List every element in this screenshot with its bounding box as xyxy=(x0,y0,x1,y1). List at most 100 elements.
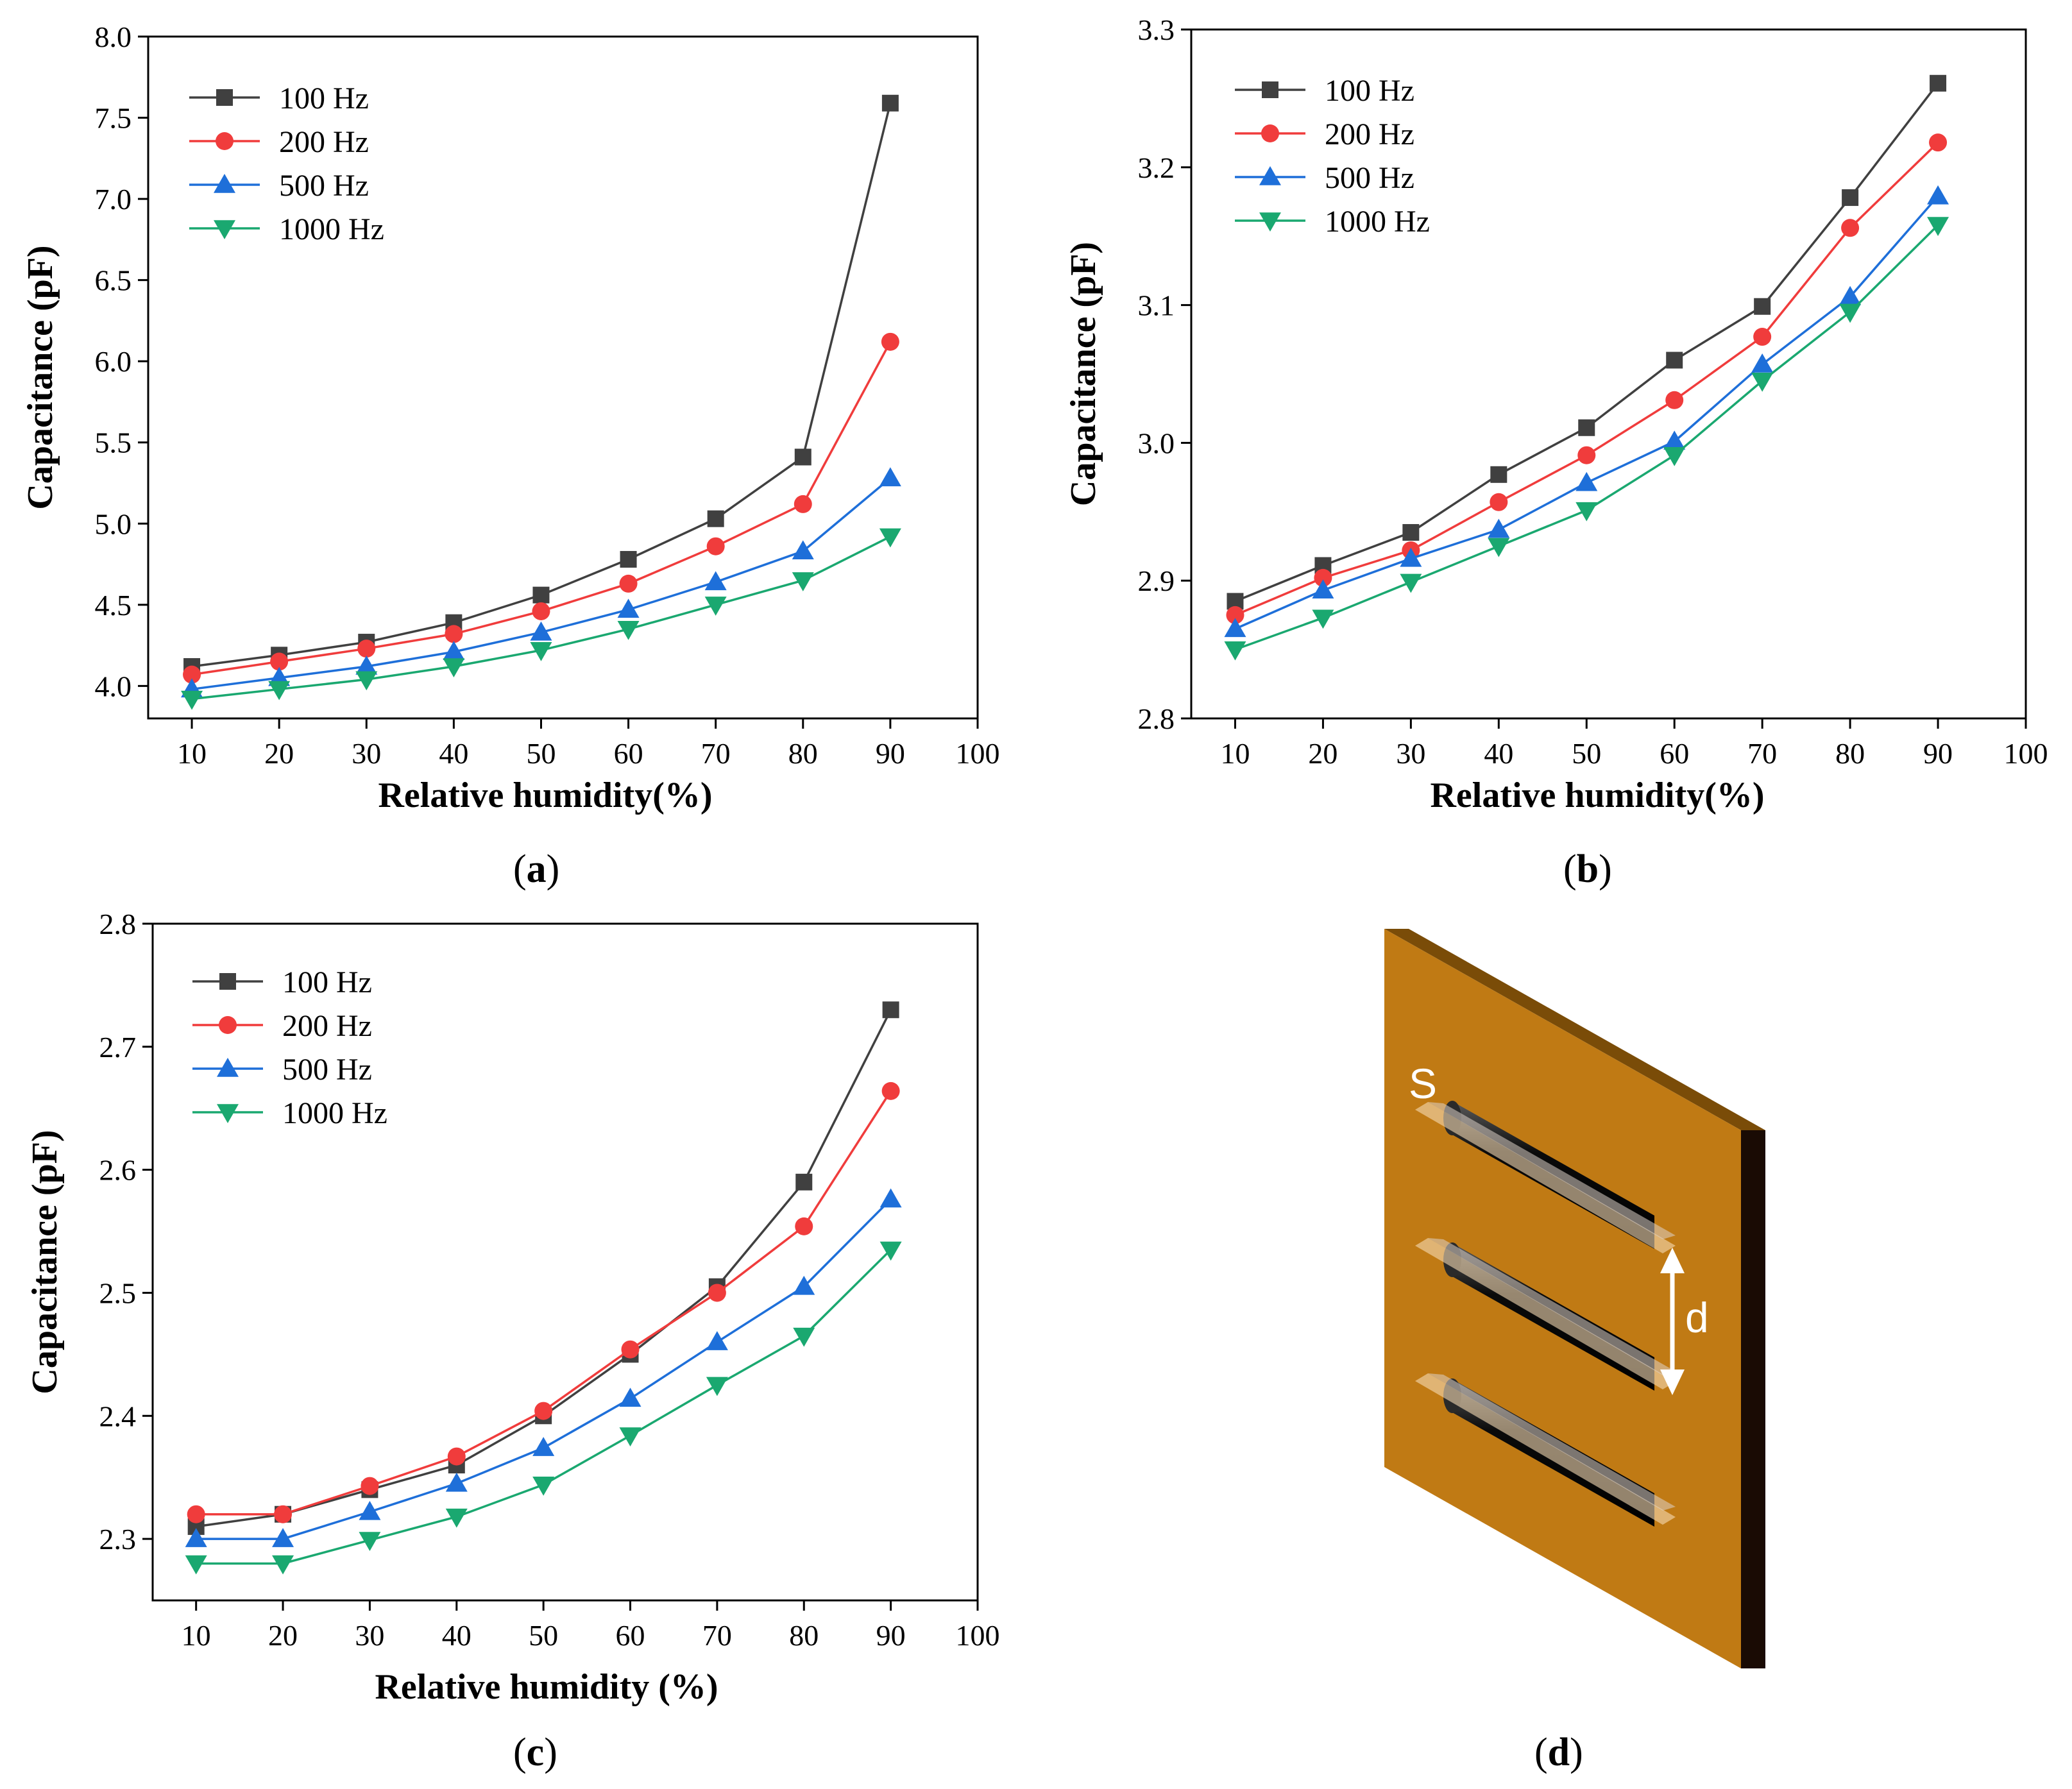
legend-label: 200 Hz xyxy=(1325,117,1414,151)
y-tick-label: 7.0 xyxy=(95,183,132,216)
y-axis-label: Capacitance (pF) xyxy=(1064,242,1103,506)
y-tick-label: 3.2 xyxy=(1138,151,1175,184)
data-point xyxy=(530,621,552,641)
plot-frame xyxy=(1190,28,2027,720)
panel-label: (b) xyxy=(1563,847,1612,891)
data-point xyxy=(704,597,727,616)
data-point xyxy=(361,1477,379,1495)
data-point xyxy=(185,1528,207,1547)
data-point xyxy=(794,448,811,466)
data-point xyxy=(1488,518,1510,538)
data-point xyxy=(879,467,901,487)
data-point xyxy=(620,550,637,568)
data-point xyxy=(532,1476,555,1496)
data-point xyxy=(708,1284,726,1302)
data-point xyxy=(619,574,638,593)
electrode-diagram: Sd (d) xyxy=(1384,929,1765,1774)
legend-marker xyxy=(219,973,236,990)
legend-label: 100 Hz xyxy=(279,81,369,115)
legend-label: 1000 Hz xyxy=(279,212,384,246)
x-tick-label: 30 xyxy=(1396,737,1425,770)
board-side-face xyxy=(1741,1130,1765,1668)
data-point xyxy=(1839,303,1862,323)
data-point xyxy=(1312,579,1334,598)
data-point xyxy=(879,1188,902,1208)
y-tick-label: 2.8 xyxy=(1138,702,1175,735)
data-point xyxy=(443,641,465,660)
electrode-strip-shade xyxy=(1428,1238,1676,1375)
plot-frame xyxy=(147,35,979,720)
data-point xyxy=(1663,446,1686,466)
data-point xyxy=(272,1528,294,1547)
x-tick-label: 50 xyxy=(1572,737,1601,770)
y-tick-label: 6.5 xyxy=(95,264,132,297)
chart-c: 10 20 30 40 50 60 70 80 90 100 2.3 2.4 2.5 2.6 2.7 2.8 R… xyxy=(25,908,1000,1774)
x-tick-label: 70 xyxy=(1747,737,1777,770)
x-tick-label: 50 xyxy=(529,1619,558,1652)
data-point xyxy=(1751,372,1774,392)
spacing-arrow-head-bottom xyxy=(1660,1369,1685,1395)
x-tick-label: 100 xyxy=(956,737,1000,770)
legend-label: 200 Hz xyxy=(282,1009,372,1043)
data-point xyxy=(792,540,814,560)
x-axis-label: Relative humidity (%) xyxy=(375,1667,718,1707)
data-point xyxy=(792,572,814,591)
electrode-strip-shade xyxy=(1428,1373,1676,1511)
data-point xyxy=(530,641,552,661)
y-tick-label: 3.3 xyxy=(1138,13,1175,46)
legend-marker xyxy=(214,220,235,239)
legend-label: 200 Hz xyxy=(279,125,369,159)
data-point xyxy=(793,1327,815,1347)
data-point xyxy=(619,1427,641,1446)
y-tick-label: 6.0 xyxy=(95,345,132,378)
data-point xyxy=(1575,471,1598,491)
y-tick-label: 4.5 xyxy=(95,589,132,622)
data-point xyxy=(1400,573,1422,593)
plot-frame xyxy=(151,922,979,1602)
legend-label: 500 Hz xyxy=(282,1053,372,1087)
data-point xyxy=(1312,609,1334,629)
legend-marker xyxy=(214,174,235,193)
y-tick-label: 2.5 xyxy=(99,1276,137,1309)
data-point xyxy=(1666,352,1683,369)
x-tick-label: 60 xyxy=(616,1619,645,1652)
data-point xyxy=(1314,568,1332,587)
data-point xyxy=(355,656,378,675)
x-tick-label: 90 xyxy=(876,737,905,770)
series-line-1000-hz xyxy=(1234,224,1939,651)
series-line-500-hz xyxy=(1234,195,1939,630)
y-tick-label: 2.3 xyxy=(99,1523,137,1556)
panel-label: (d) xyxy=(1534,1731,1583,1774)
data-point xyxy=(617,598,640,618)
x-tick-label: 80 xyxy=(788,737,818,770)
x-tick-label: 30 xyxy=(355,1619,384,1652)
data-point xyxy=(706,1331,728,1350)
data-point xyxy=(272,1555,294,1575)
data-point xyxy=(274,1505,293,1523)
data-point xyxy=(1665,391,1684,409)
data-point xyxy=(1490,493,1508,511)
x-tick-label: 60 xyxy=(614,737,643,770)
data-point xyxy=(621,1340,640,1359)
x-tick-label: 90 xyxy=(876,1619,906,1652)
data-point xyxy=(443,658,465,678)
legend-marker xyxy=(216,132,234,150)
spacing-arrow-head-top xyxy=(1660,1248,1685,1273)
data-point xyxy=(881,94,899,112)
legend-label: 1000 Hz xyxy=(1325,205,1430,239)
data-point xyxy=(268,681,291,700)
data-point xyxy=(1488,538,1510,557)
data-point xyxy=(532,1437,555,1456)
data-point xyxy=(270,652,289,671)
y-tick-label: 7.5 xyxy=(95,102,132,135)
data-point xyxy=(1927,217,1949,237)
panel-label: (c) xyxy=(513,1731,557,1774)
data-point xyxy=(1575,502,1598,521)
data-point xyxy=(1842,189,1859,207)
x-tick-label: 70 xyxy=(702,1619,732,1652)
data-point xyxy=(1663,430,1686,450)
data-point xyxy=(185,1555,207,1575)
data-point xyxy=(1841,219,1860,237)
data-point xyxy=(1402,524,1420,541)
